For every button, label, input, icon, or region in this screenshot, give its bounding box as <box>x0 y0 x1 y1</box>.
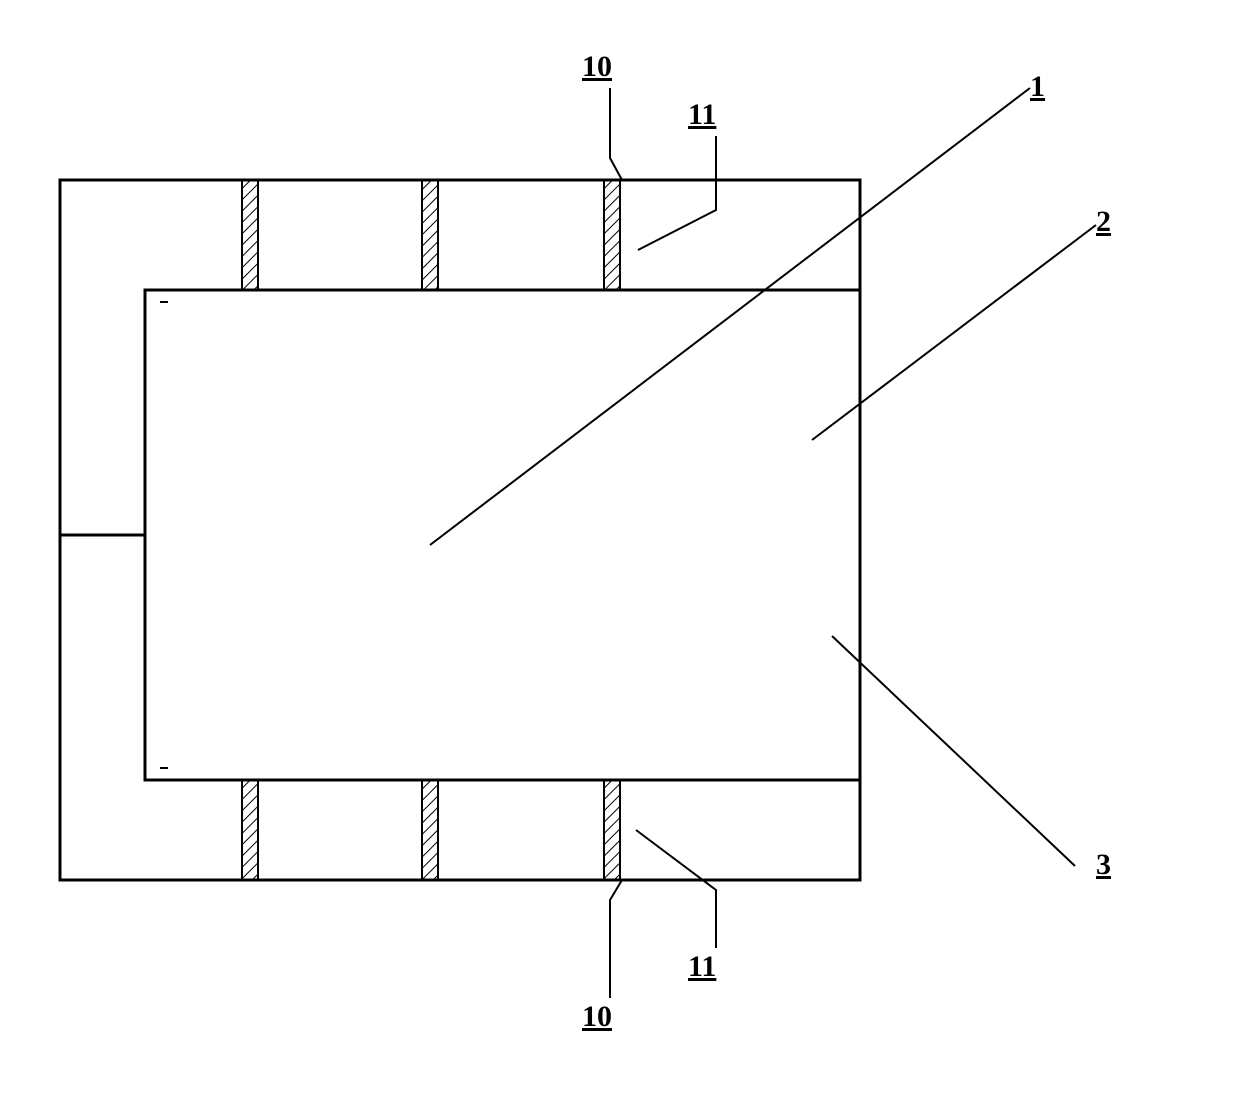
label-10_bottom: 10 <box>582 1000 612 1034</box>
label-1: 1 <box>1030 70 1045 104</box>
strut-bottom <box>242 780 258 880</box>
label-10_top: 10 <box>582 50 612 84</box>
strut-top <box>604 180 620 290</box>
label-11_bottom: 11 <box>688 950 716 984</box>
strut-bottom <box>422 780 438 880</box>
leader-11_top <box>638 136 716 250</box>
leader-11_bottom <box>636 830 716 948</box>
label-3: 3 <box>1096 848 1111 882</box>
leader-3 <box>832 636 1075 866</box>
strut-top <box>242 180 258 290</box>
diagram-canvas <box>0 0 1240 1119</box>
inner-rect <box>145 290 860 780</box>
label-11_top: 11 <box>688 98 716 132</box>
strut-bottom <box>604 780 620 880</box>
leader-10_top <box>610 88 622 180</box>
leader-10_bottom <box>610 880 622 998</box>
strut-top <box>422 180 438 290</box>
label-2: 2 <box>1096 205 1111 239</box>
